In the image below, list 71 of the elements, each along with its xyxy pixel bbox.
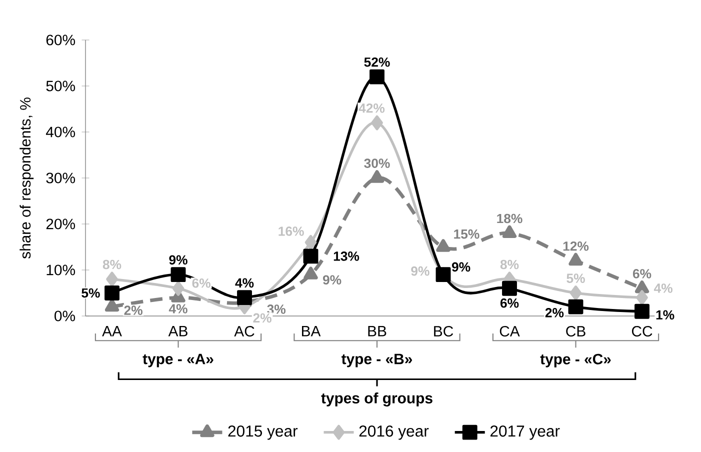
x-tick-label: AC bbox=[234, 326, 254, 337]
text: type - «B» bbox=[342, 354, 412, 368]
x-axis-title: types of groups bbox=[321, 392, 432, 406]
x-tick-label: BB bbox=[368, 326, 386, 336]
point bbox=[436, 239, 450, 252]
y-tick-label: 30% bbox=[46, 172, 76, 184]
point bbox=[568, 252, 583, 266]
data-label: 4% bbox=[168, 304, 188, 314]
point bbox=[502, 225, 517, 238]
y-tick-label: 60% bbox=[46, 34, 76, 46]
data-label: 1% bbox=[656, 310, 674, 320]
point bbox=[568, 299, 584, 314]
data-label: 9% bbox=[322, 275, 342, 285]
y-tick-label: 50% bbox=[46, 80, 76, 92]
data-label: 4% bbox=[235, 278, 254, 288]
data-label: 6% bbox=[500, 298, 519, 308]
x-tick-label: CA bbox=[500, 326, 520, 337]
data-label: 5% bbox=[82, 288, 100, 298]
data-label: 18% bbox=[497, 214, 522, 224]
data-label: 15% bbox=[454, 229, 480, 239]
point bbox=[502, 280, 517, 296]
data-label: 5% bbox=[566, 274, 585, 283]
x-tick-label: BA bbox=[302, 326, 321, 336]
data-label: 52% bbox=[364, 57, 390, 67]
point bbox=[634, 304, 650, 319]
x-tick-label: AB bbox=[168, 326, 188, 336]
data-label: 6% bbox=[632, 269, 652, 278]
data-label: 30% bbox=[364, 158, 390, 168]
data-label: 8% bbox=[102, 260, 122, 270]
data-label: 2% bbox=[545, 308, 564, 318]
point bbox=[370, 170, 384, 183]
data-label: 6% bbox=[192, 278, 210, 288]
data-label: 8% bbox=[500, 260, 519, 270]
y-tick-label: 40% bbox=[46, 126, 76, 138]
point bbox=[104, 286, 120, 300]
point bbox=[570, 286, 582, 300]
point bbox=[172, 280, 184, 296]
x-tick-label: BC bbox=[434, 326, 454, 337]
point bbox=[304, 234, 317, 250]
legend-label: 2015 year bbox=[228, 425, 298, 440]
legend-label: 2016 year bbox=[359, 425, 429, 440]
data-label: 4% bbox=[654, 284, 672, 293]
data-label: 9% bbox=[169, 255, 188, 265]
point bbox=[104, 298, 120, 312]
text: type - «A» bbox=[142, 354, 214, 368]
data-label: 12% bbox=[563, 241, 589, 251]
y-axis-title: share of respondents, % bbox=[20, 98, 34, 259]
point bbox=[371, 115, 383, 130]
data-label: 42% bbox=[358, 103, 385, 113]
x-tick-label: CC bbox=[632, 326, 652, 337]
point bbox=[636, 290, 648, 306]
point bbox=[106, 272, 118, 287]
data-label: 16% bbox=[278, 226, 304, 236]
point bbox=[370, 69, 384, 84]
point bbox=[304, 266, 318, 280]
data-label: 2% bbox=[124, 306, 142, 315]
data-label: 2% bbox=[253, 313, 272, 323]
data-label: 9% bbox=[411, 266, 430, 276]
data-label: 9% bbox=[452, 262, 470, 272]
point bbox=[634, 280, 650, 294]
point bbox=[170, 267, 186, 282]
data-label: 13% bbox=[334, 252, 360, 261]
text: type - «C» bbox=[540, 354, 611, 368]
x-tick-label: AA bbox=[102, 326, 122, 336]
x-tick-label: CB bbox=[566, 326, 586, 337]
point bbox=[237, 290, 252, 306]
point bbox=[303, 248, 318, 264]
y-tick-label: 10% bbox=[46, 264, 76, 276]
y-tick-label: 0% bbox=[54, 310, 76, 322]
legend-label: 2017 year bbox=[490, 425, 560, 440]
y-tick-label: 20% bbox=[46, 218, 76, 230]
